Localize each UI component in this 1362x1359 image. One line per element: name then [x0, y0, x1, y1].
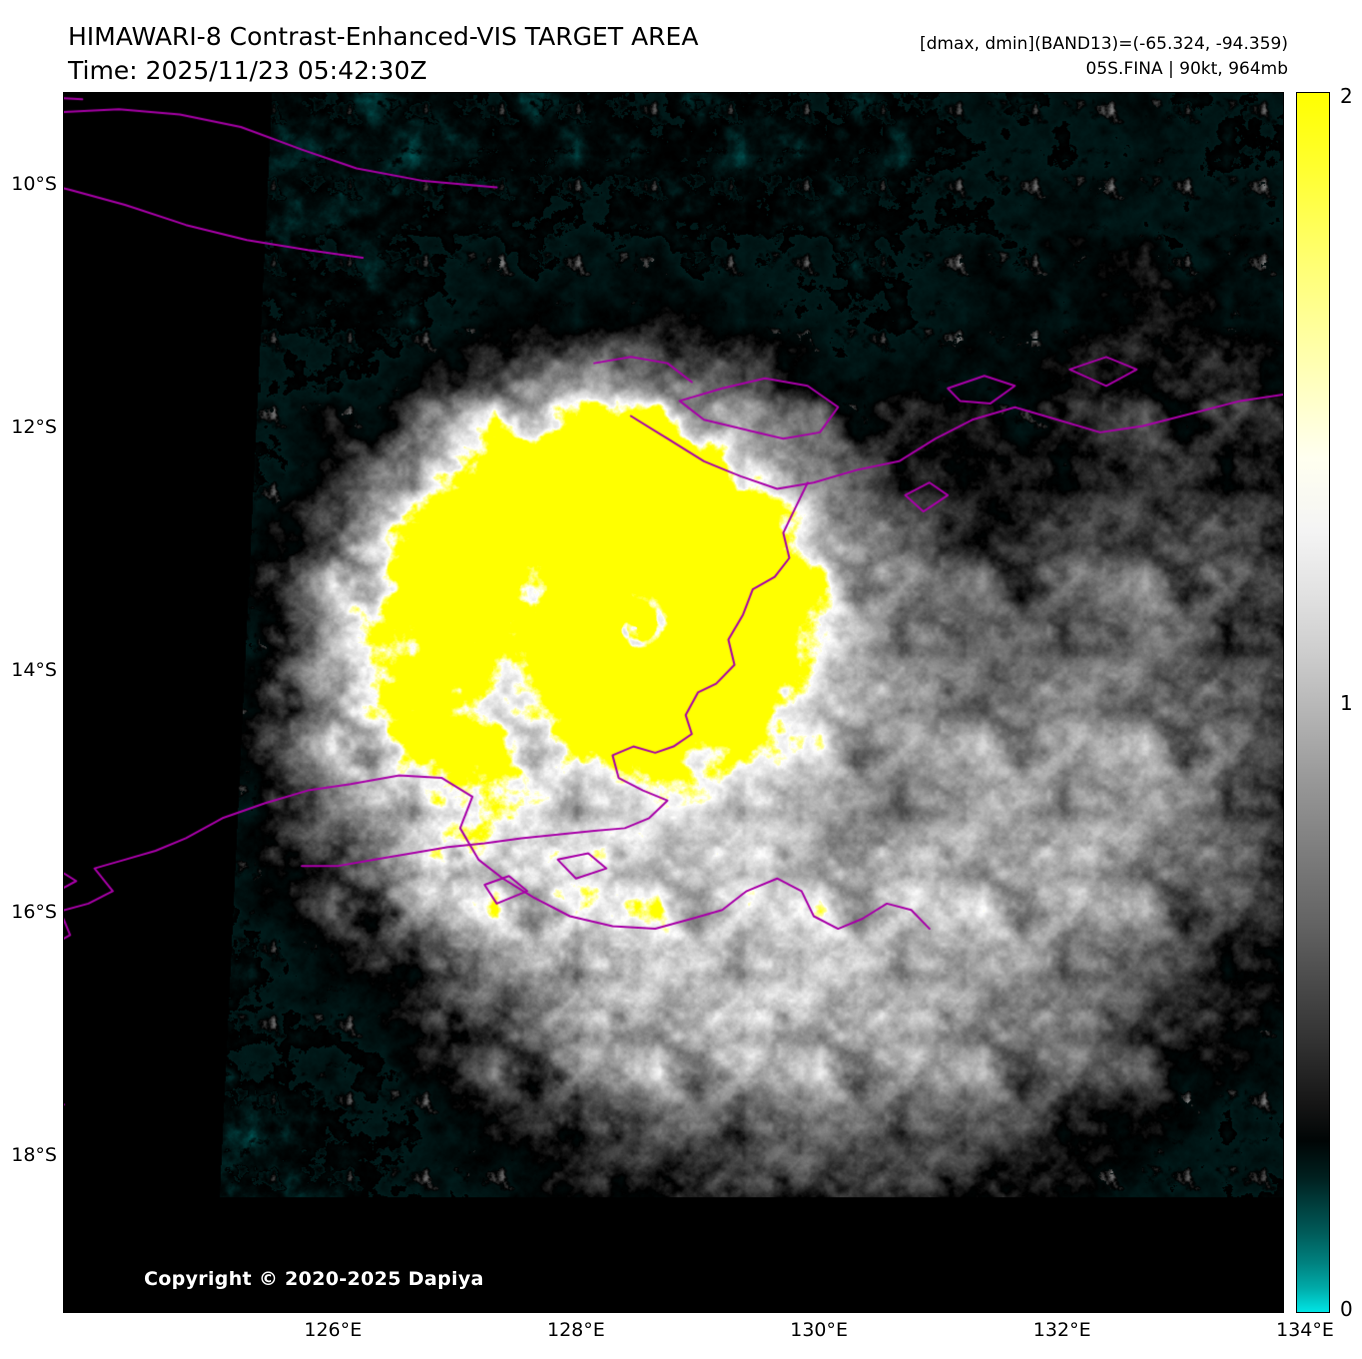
- y-axis-tick-label: 12°S: [11, 416, 57, 438]
- y-axis-tick-label: 10°S: [11, 173, 57, 195]
- y-axis-tick-label: 14°S: [11, 659, 57, 681]
- x-axis-tick-label: 126°E: [304, 1319, 362, 1341]
- dmax-dmin-label: [dmax, dmin](BAND13)=(-65.324, -94.359): [919, 34, 1288, 54]
- timestamp-label: Time: 2025/11/23 05:42:30Z: [68, 56, 427, 85]
- y-axis-tick-label: 18°S: [11, 1144, 57, 1166]
- colorbar-tick-label: 1: [1340, 691, 1353, 715]
- satellite-image-plot[interactable]: Copyright © 2020-2025 Dapiya: [63, 92, 1284, 1313]
- x-axis-tick-label: 132°E: [1033, 1319, 1091, 1341]
- y-axis-tick-label: 16°S: [11, 901, 57, 923]
- page-title: HIMAWARI-8 Contrast-Enhanced-VIS TARGET …: [68, 22, 699, 51]
- title-block: HIMAWARI-8 Contrast-Enhanced-VIS TARGET …: [68, 20, 698, 88]
- satellite-imagery-canvas: [64, 93, 1283, 1312]
- x-axis-tick-label: 130°E: [790, 1319, 848, 1341]
- colorbar: 2 1 0: [1296, 84, 1353, 1321]
- colorbar-tick-label: 2: [1340, 84, 1353, 108]
- x-axis-tick-label: 128°E: [547, 1319, 605, 1341]
- storm-info-label: 05S.FINA | 90kt, 964mb: [1085, 59, 1288, 79]
- metadata-block: [dmax, dmin](BAND13)=(-65.324, -94.359) …: [920, 32, 1288, 82]
- colorbar-gradient: [1296, 92, 1330, 1313]
- copyright-label: Copyright © 2020-2025 Dapiya: [144, 1268, 484, 1290]
- x-axis-tick-label: 134°E: [1276, 1319, 1334, 1341]
- colorbar-tick-label: 0: [1340, 1297, 1353, 1321]
